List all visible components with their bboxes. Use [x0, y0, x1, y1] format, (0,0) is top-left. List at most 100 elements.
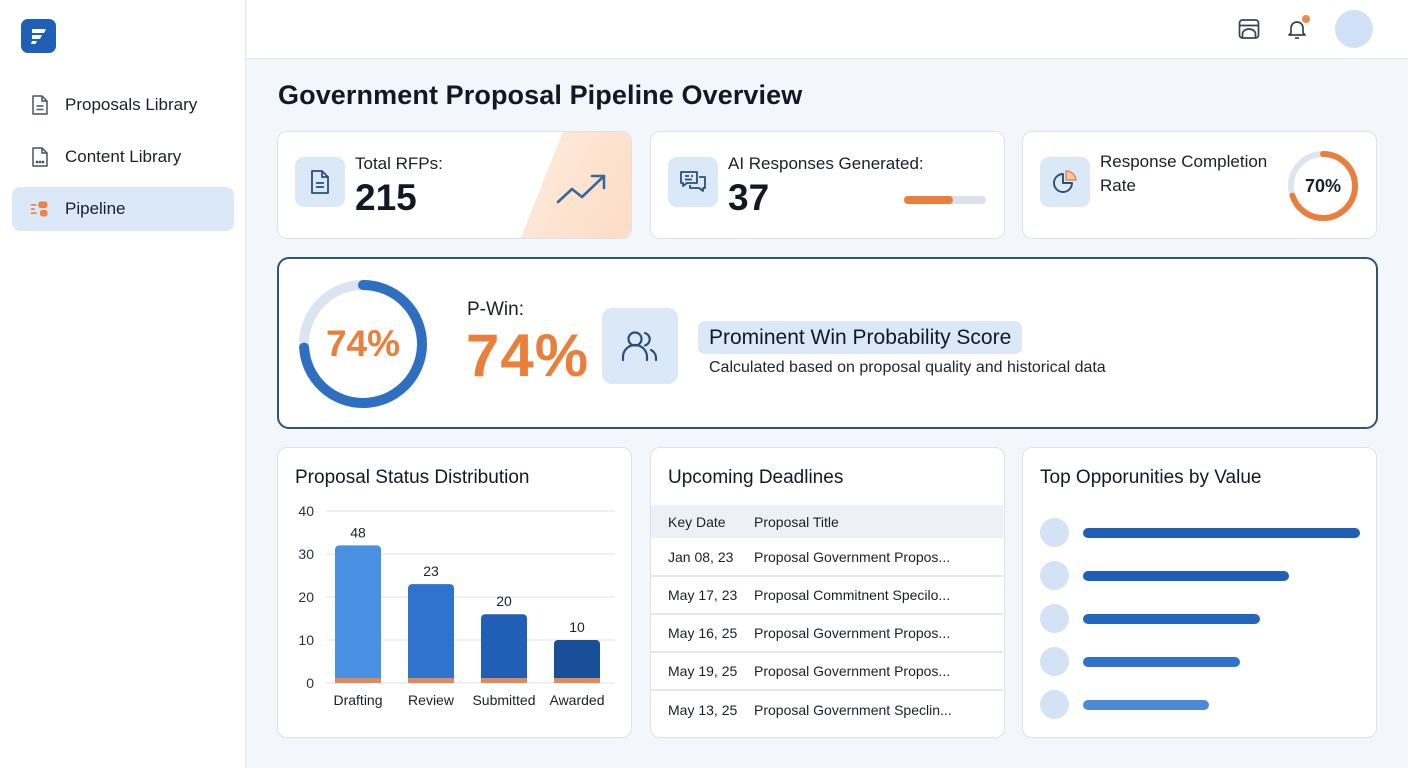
data-label: 10	[569, 619, 585, 635]
stat-card-ai-responses: AI Responses Generated: 37	[650, 131, 1005, 239]
deadline-date: May 17, 23	[651, 576, 754, 615]
bar-base	[335, 678, 381, 683]
top-opportunities-card: Top Opporunities by Value	[1022, 447, 1377, 738]
y-tick-label: 20	[298, 589, 314, 605]
table-row[interactable]: May 16, 25 Proposal Government Propos...	[651, 614, 1003, 653]
top-bar	[247, 0, 1408, 59]
stat-card-total-rfps: Total RFPs: 215	[277, 131, 632, 239]
column-header-key-date[interactable]: Key Date	[651, 505, 754, 538]
status-distribution-card: Proposal Status Distribution 0 10 20 30 40 48…	[277, 447, 632, 738]
pwin-ring-value: 74%	[325, 323, 401, 364]
pwin-ring: 74%	[297, 278, 429, 410]
bar-submitted	[481, 614, 527, 683]
x-tick-label: Submitted	[472, 692, 535, 708]
chat-icon	[668, 157, 718, 207]
ring-progress	[1288, 151, 1358, 221]
document-icon	[295, 157, 345, 207]
y-tick-label: 10	[298, 632, 314, 648]
sidebar-item-proposals-library[interactable]: Proposals Library	[12, 83, 234, 127]
opportunity-row[interactable]	[1040, 604, 1370, 634]
completion-value: 70%	[1304, 175, 1342, 196]
opportunity-value-bar	[1083, 700, 1210, 710]
opportunity-row[interactable]	[1040, 518, 1370, 548]
y-tick-label: 0	[306, 675, 314, 691]
bar-review	[408, 584, 454, 683]
pwin-label: P-Win:	[467, 299, 524, 320]
opportunity-value-bar	[1083, 614, 1261, 624]
table-row[interactable]: May 13, 25 Proposal Government Speclin..…	[651, 690, 1003, 728]
ai-responses-progress-bar	[904, 196, 986, 204]
bar-base	[554, 678, 600, 683]
stat-value: 37	[728, 177, 770, 218]
deadline-date: May 13, 25	[668, 701, 738, 718]
table-row[interactable]: May 17, 23 Proposal Commitnent Specilo..…	[651, 576, 1003, 615]
deadline-title: Proposal Government Propos...	[754, 652, 1003, 691]
opportunity-value-bar	[1083, 657, 1240, 667]
sidebar-item-label: Pipeline	[65, 199, 126, 218]
opportunity-row[interactable]	[1040, 561, 1370, 591]
y-tick-label: 30	[298, 546, 314, 562]
stat-label: Response Completion Rate	[1100, 150, 1267, 198]
data-label: 23	[423, 563, 439, 579]
document-icon	[30, 94, 50, 116]
sidebar-item-pipeline[interactable]: Pipeline	[12, 187, 234, 231]
sidebar-item-label: Proposals Library	[65, 95, 198, 114]
page-title: Government Proposal Pipeline Overview	[278, 80, 803, 110]
ring-progress	[299, 280, 427, 408]
pwin-description: Calculated based on proposal quality and…	[709, 359, 1106, 376]
column-header-proposal-title[interactable]: Proposal Title	[754, 505, 1003, 538]
deadline-date: May 19, 25	[651, 652, 754, 691]
card-title: Upcoming Deadlines	[668, 467, 844, 488]
sidebar: Proposals Library Content Library Pipeli	[0, 0, 246, 768]
bar-drafting	[335, 545, 381, 683]
stat-value: 215	[355, 177, 417, 218]
inbox-icon[interactable]	[1237, 17, 1261, 41]
deadline-date: May 16, 25	[651, 614, 754, 653]
app-logo-icon[interactable]	[21, 19, 56, 53]
table-row[interactable]: May 19, 25 Proposal Government Propos...	[651, 652, 1003, 691]
stat-card-completion-rate: Response Completion Rate 70%	[1022, 131, 1377, 239]
sidebar-item-label: Content Library	[65, 147, 182, 166]
opportunity-row[interactable]	[1040, 690, 1370, 720]
x-tick-label: Drafting	[333, 692, 382, 708]
bar-base	[481, 678, 527, 683]
completion-ring: 70%	[1285, 148, 1361, 224]
bar-base	[408, 678, 454, 683]
sidebar-item-content-library[interactable]: Content Library	[12, 135, 234, 179]
opportunity-value-bar	[1083, 571, 1290, 581]
table-header-row: Key Date Proposal Title	[651, 505, 1003, 538]
opportunity-avatar	[1040, 518, 1069, 547]
trending-up-icon	[556, 172, 608, 211]
deadline-title: Proposal Government Propos...	[754, 614, 1003, 653]
deadline-title: Proposal Commitnent Specilo...	[754, 576, 1003, 615]
progress-fill	[904, 196, 954, 204]
deadline-title: Proposal Government Speclin...	[754, 701, 952, 718]
deadline-date: Jan 08, 23	[651, 538, 754, 577]
card-title: Top Opporunities by Value	[1040, 467, 1262, 488]
pwin-headline: Prominent Win Probability Score	[698, 321, 1023, 354]
avatar[interactable]	[1335, 10, 1373, 48]
data-label: 48	[350, 524, 366, 540]
opportunity-avatar	[1040, 604, 1069, 633]
bell-icon[interactable]	[1285, 15, 1310, 41]
stat-label-line: Response Completion	[1100, 152, 1268, 171]
data-label: 20	[496, 593, 512, 609]
notification-badge	[1302, 15, 1310, 23]
opportunity-avatar	[1040, 647, 1069, 676]
upcoming-deadlines-card: Upcoming Deadlines Key Date Proposal Tit…	[650, 447, 1005, 738]
status-bar-chart: 0 10 20 30 40 48 Drafting 23 Review 20 Submitted 10…	[298, 503, 615, 708]
opportunity-row[interactable]	[1040, 647, 1370, 677]
stat-label: Total RFPs:	[355, 154, 443, 173]
x-tick-label: Awarded	[549, 692, 604, 708]
x-tick-label: Review	[408, 692, 455, 708]
stat-label-line: Rate	[1100, 176, 1136, 195]
pie-chart-icon	[1040, 157, 1090, 207]
bar-awarded	[554, 640, 600, 683]
y-tick-label: 40	[298, 503, 314, 519]
users-icon	[602, 308, 678, 384]
pwin-value: 74%	[466, 322, 590, 389]
deadlines-table: Key Date Proposal Title Jan 08, 23 Propo…	[651, 505, 1003, 728]
stat-label: AI Responses Generated:	[728, 154, 924, 173]
table-row[interactable]: Jan 08, 23 Proposal Government Propos...	[651, 538, 1003, 577]
document-dots-icon	[30, 146, 50, 168]
